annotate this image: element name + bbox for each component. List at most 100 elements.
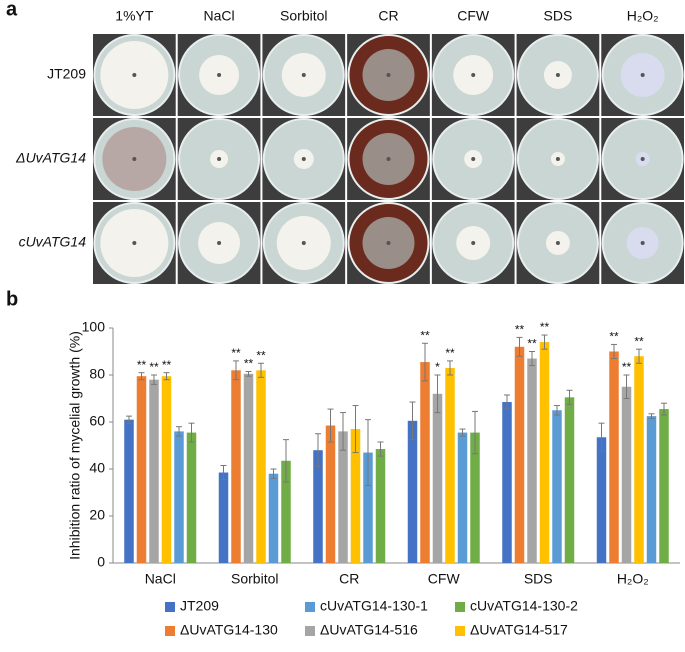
bar	[268, 473, 279, 563]
inoculum	[301, 157, 306, 161]
x-tick-label: NaCl	[145, 571, 176, 587]
legend-label: cUvATG14-130-2	[470, 598, 578, 614]
bar	[470, 432, 480, 563]
inoculum	[640, 241, 645, 245]
legend-swatch	[305, 602, 315, 612]
row-label: cUvATG14	[19, 234, 87, 250]
inoculum	[386, 73, 391, 77]
legend-swatch	[455, 602, 465, 612]
row-label: JT209	[47, 66, 86, 82]
significance-label: **	[231, 346, 241, 360]
legend-label: ΔUvATG14-517	[470, 622, 568, 638]
significance-label: *	[435, 360, 440, 374]
significance-label: **	[244, 357, 254, 371]
bar	[407, 420, 418, 563]
y-tick-label: 40	[89, 460, 105, 476]
inoculum	[217, 157, 222, 161]
x-tick-label: Sorbitol	[231, 571, 278, 587]
bar	[634, 356, 644, 563]
significance-label: **	[540, 320, 550, 334]
legend-label: JT209	[180, 598, 219, 614]
legend-swatch	[165, 602, 175, 612]
bar	[186, 432, 197, 563]
column-header: H₂O₂	[627, 8, 659, 24]
column-header: NaCl	[204, 8, 235, 24]
bar	[375, 449, 386, 563]
significance-label: **	[527, 337, 537, 351]
bar	[552, 410, 562, 563]
inoculum	[217, 73, 222, 77]
bar	[313, 450, 323, 563]
bar	[609, 351, 619, 563]
column-header: SDS	[544, 8, 573, 24]
bar	[420, 362, 430, 563]
bar	[363, 452, 373, 563]
bar	[659, 409, 669, 563]
inoculum	[555, 241, 560, 245]
significance-label: **	[609, 330, 619, 344]
bar	[231, 370, 241, 563]
bar	[432, 393, 443, 563]
legend-label: cUvATG14-130-1	[320, 598, 428, 614]
legend-label: ΔUvATG14-516	[320, 622, 418, 638]
inoculum	[555, 73, 560, 77]
bar	[338, 431, 348, 563]
significance-label: **	[149, 360, 159, 374]
inoculum	[386, 241, 391, 245]
inoculum	[217, 241, 222, 245]
significance-label: **	[622, 360, 632, 374]
bar	[539, 342, 550, 563]
bar	[564, 397, 575, 563]
bar	[445, 367, 455, 563]
bar	[161, 376, 172, 563]
bar	[527, 358, 537, 563]
inoculum	[386, 157, 391, 161]
legend-swatch	[455, 626, 465, 636]
inoculum	[132, 241, 137, 245]
bar	[514, 346, 525, 563]
y-tick-label: 20	[89, 507, 105, 523]
x-tick-label: CFW	[428, 571, 461, 587]
inoculum	[301, 73, 306, 77]
bar	[243, 373, 254, 563]
bar	[325, 425, 336, 563]
legend-swatch	[165, 626, 175, 636]
y-axis-label: Inhibition ratio of mycelial growth (%)	[67, 331, 83, 560]
x-tick-label: CR	[339, 571, 359, 587]
y-tick-label: 80	[89, 366, 105, 382]
plate-grid: 1%YT NaCl Sorbitol CR CFW SDS H₂O₂ JT209 ΔUvATG1…	[15, 8, 684, 284]
significance-label: **	[515, 323, 525, 337]
bar	[502, 402, 512, 563]
inoculum	[555, 157, 560, 161]
column-header: 1%YT	[115, 8, 154, 24]
bar	[646, 416, 657, 563]
y-tick-label: 60	[89, 413, 105, 429]
significance-label: **	[420, 328, 430, 342]
significance-label: **	[256, 348, 266, 362]
significance-label: **	[137, 358, 147, 372]
inoculum	[301, 241, 306, 245]
bar	[136, 376, 147, 563]
inoculum	[471, 73, 476, 77]
inoculum	[471, 241, 476, 245]
column-header: Sorbitol	[280, 8, 327, 24]
bar	[350, 429, 361, 563]
y-tick-label: 0	[97, 554, 105, 570]
panel-label: a	[6, 0, 18, 20]
bar	[596, 437, 607, 563]
bar	[281, 460, 291, 563]
bar	[218, 472, 229, 563]
inoculum	[640, 157, 645, 161]
inoculum	[640, 73, 645, 77]
bar	[621, 386, 632, 563]
x-tick-label: SDS	[524, 571, 553, 587]
significance-label: **	[634, 334, 644, 348]
y-tick-label: 100	[82, 319, 106, 335]
bar	[174, 431, 184, 563]
significance-label: **	[162, 358, 172, 372]
significance-label: **	[445, 346, 455, 360]
bar	[256, 370, 266, 563]
bar	[457, 432, 468, 563]
